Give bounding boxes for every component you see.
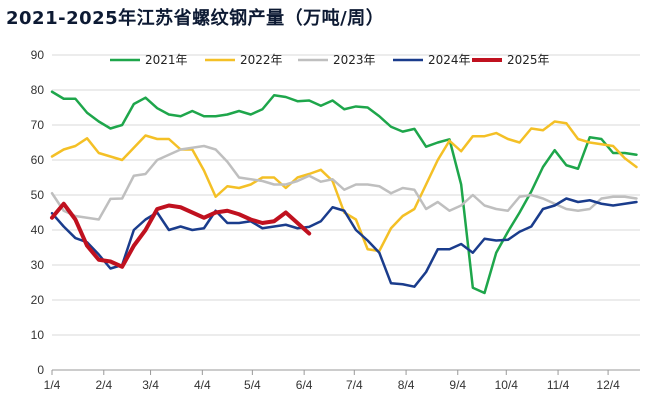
x-tick-label: 2/4 (95, 378, 112, 392)
x-tick-label: 3/4 (142, 378, 159, 392)
y-tick-label: 90 (31, 48, 45, 62)
series-line-2022年 (50, 120, 638, 253)
series-layer (50, 90, 638, 295)
x-tick-label: 7/4 (346, 378, 363, 392)
legend-label: 2023年 (333, 53, 376, 67)
chart-title: 2021-2025年江苏省螺纹钢产量（万吨/周） (6, 8, 385, 29)
x-tick-label: 1/4 (44, 378, 61, 392)
x-tick-label: 10/4 (495, 378, 519, 392)
grid-layer (52, 54, 640, 336)
x-tick-label: 11/4 (547, 378, 570, 392)
x-tick-label: 12/4 (596, 378, 620, 392)
y-tick-label: 30 (31, 258, 45, 272)
x-tick-label: 9/4 (449, 378, 466, 392)
x-tick-label: 6/4 (296, 378, 313, 392)
legend: 2021年 2022年 2023年 2024年 2025年 (110, 53, 550, 67)
y-tick-label: 60 (31, 153, 45, 167)
x-tick-label: 8/4 (398, 378, 415, 392)
series-line-2024年 (50, 197, 638, 288)
x-tick-label: 4/4 (194, 378, 211, 392)
y-tick-label: 0 (37, 363, 44, 377)
y-tick-label: 50 (31, 188, 45, 202)
legend-label: 2022年 (240, 53, 283, 67)
legend-label: 2021年 (145, 53, 188, 67)
y-tick-label: 10 (31, 328, 45, 342)
series-line-2021年 (50, 90, 638, 295)
y-tick-label: 40 (31, 223, 45, 237)
axis-layer: 0 10 20 30 40 50 60 70 80 90 1/4 2/4 3/4 4/4 5/4 6/4 7/4… (31, 48, 640, 392)
legend-label: 2024年 (428, 53, 471, 67)
y-tick-label: 70 (31, 118, 45, 132)
series-line-2023年 (50, 144, 638, 221)
y-tick-label: 80 (31, 83, 45, 97)
legend-label: 2025年 (507, 53, 550, 67)
y-tick-label: 20 (31, 293, 45, 307)
x-tick-label: 5/4 (244, 378, 261, 392)
series-line-2025年 (50, 201, 312, 269)
